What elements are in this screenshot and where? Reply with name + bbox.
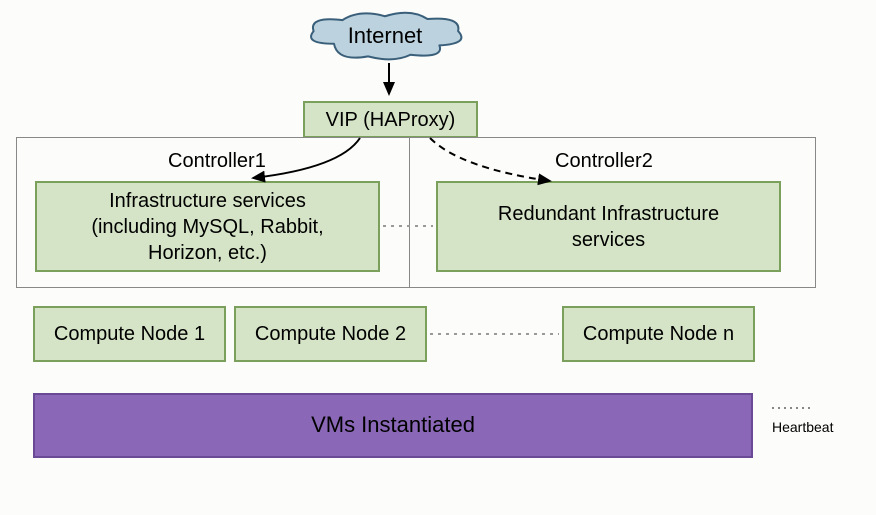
vip-box: VIP (HAProxy) xyxy=(303,101,478,138)
compute-node-n-label: Compute Node n xyxy=(583,321,734,347)
vms-instantiated-box: VMs Instantiated xyxy=(33,393,753,458)
vms-label: VMs Instantiated xyxy=(311,411,475,440)
controller-divider xyxy=(409,137,410,288)
controller2-label: Controller2 xyxy=(555,150,653,173)
compute-node-1-label: Compute Node 1 xyxy=(54,321,205,347)
controller1-label: Controller1 xyxy=(168,150,266,173)
compute-node-2-label: Compute Node 2 xyxy=(255,321,406,347)
compute-node-2-box: Compute Node 2 xyxy=(234,306,427,362)
internet-label: Internet xyxy=(348,23,423,49)
infra-services-label: Infrastructure services (including MySQL… xyxy=(91,188,323,266)
heartbeat-label: Heartbeat xyxy=(772,419,833,435)
redundant-services-label: Redundant Infrastructure services xyxy=(498,201,719,253)
infra-services-box: Infrastructure services (including MySQL… xyxy=(35,181,380,272)
vip-label: VIP (HAProxy) xyxy=(326,107,456,133)
internet-cloud: Internet xyxy=(300,8,470,63)
compute-node-1-box: Compute Node 1 xyxy=(33,306,226,362)
redundant-services-box: Redundant Infrastructure services xyxy=(436,181,781,272)
compute-node-n-box: Compute Node n xyxy=(562,306,755,362)
